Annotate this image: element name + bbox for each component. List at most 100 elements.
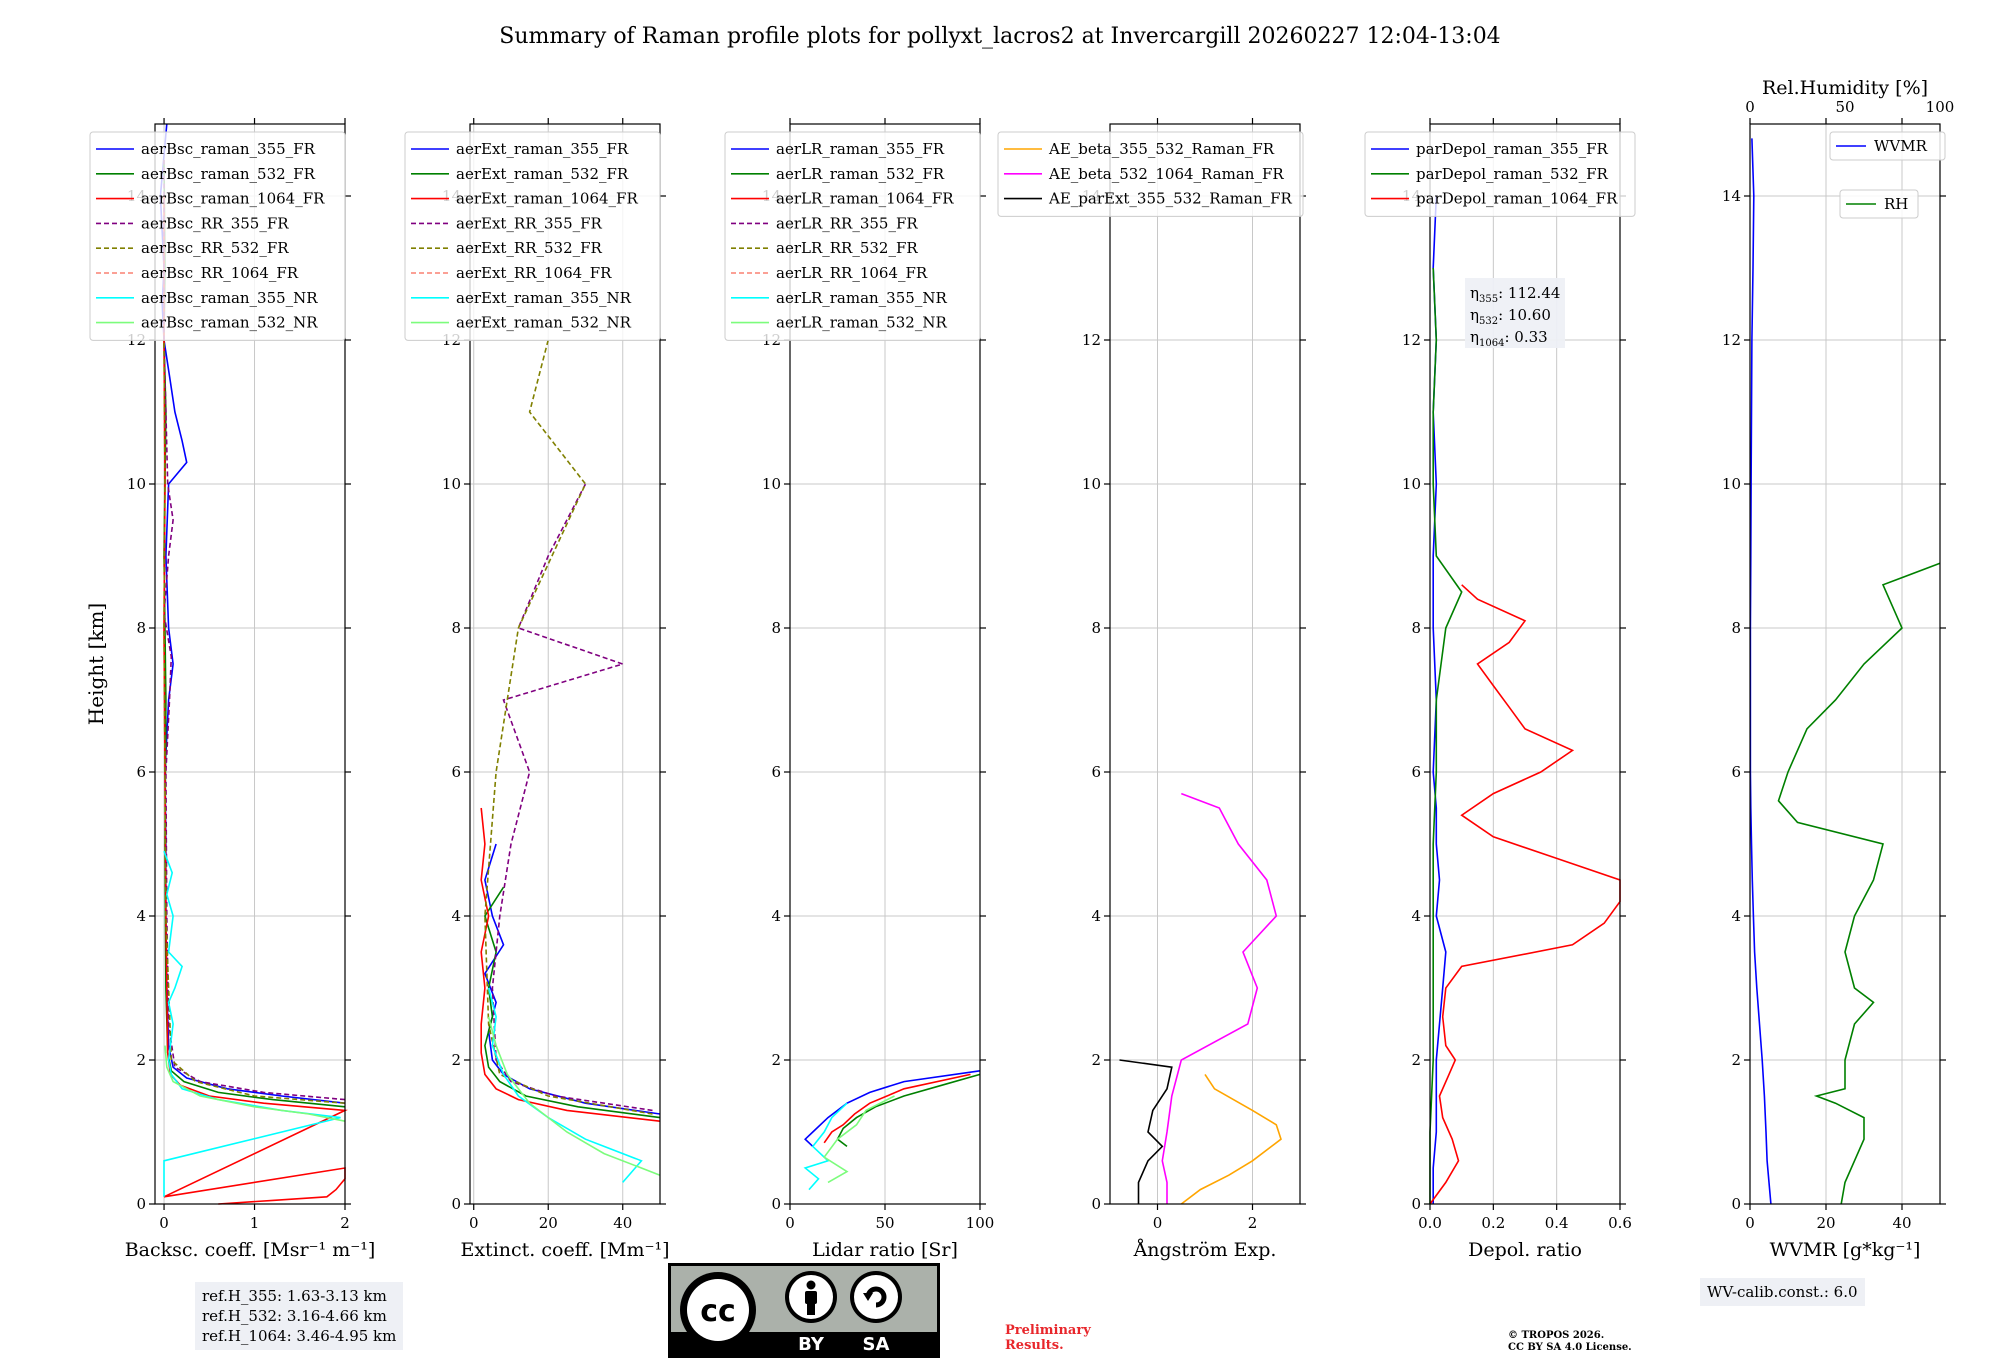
- y-tick-label: 6: [136, 763, 146, 781]
- eta-symbol: η: [1470, 306, 1479, 324]
- x-tick-label: 0.2: [1481, 1214, 1505, 1232]
- y-tick-label: 0: [451, 1195, 461, 1213]
- y-tick-label: 2: [1091, 1051, 1101, 1069]
- legend-label: aerExt_RR_532_FR: [456, 239, 603, 257]
- legend-label: AE_parExt_355_532_Raman_FR: [1048, 190, 1293, 208]
- series-line-aerBsc_RR_532_FR: [163, 339, 346, 1104]
- y-tick-label: 4: [451, 907, 461, 925]
- wv-calib-const: WV-calib.const.: 6.0: [1707, 1283, 1858, 1301]
- y-tick-label: 10: [1402, 475, 1421, 493]
- legend-label: aerExt_raman_532_FR: [456, 165, 629, 183]
- y-axis-label: Height [km]: [84, 603, 108, 725]
- legend-box: [1839, 189, 1919, 219]
- y-tick-label: 0: [771, 1195, 781, 1213]
- legend-label: aerBsc_raman_355_NR: [141, 289, 318, 307]
- y-tick-label: 8: [136, 619, 146, 637]
- panels: 02468101214012Backsc. coeff. [Msr⁻¹ m⁻¹]…: [89, 77, 1954, 1261]
- y-tick-label: 10: [1722, 475, 1741, 493]
- series-line-aerExt_raman_1064_FR: [480, 807, 661, 1122]
- x-tick-label: 0.4: [1545, 1214, 1569, 1232]
- plot-frame: [1749, 123, 1941, 1205]
- legend-label: aerBsc_raman_355_FR: [141, 140, 316, 158]
- x-axis-label: Lidar ratio [Sr]: [812, 1239, 958, 1261]
- legend: aerLR_raman_355_FR aerLR_raman_532_FR aerL…: [724, 131, 981, 341]
- y-tick-label: 4: [1731, 907, 1741, 925]
- series-line-aerExt_RR_355_FR: [491, 483, 653, 1112]
- series-line-aerLR_raman_532_NR: [823, 1095, 895, 1184]
- y-tick-label: 4: [1091, 907, 1101, 925]
- series-line-AE_beta_532_1064_Raman_FR: [1161, 792, 1278, 1204]
- legend-box: [89, 131, 346, 341]
- legend: parDepol_raman_355_FR parDepol_raman_532_…: [1364, 131, 1636, 217]
- y-tick-label: 2: [771, 1051, 781, 1069]
- series-group: [1749, 138, 1941, 1205]
- eta-subscript: 532: [1479, 316, 1498, 327]
- y-tick-label: 4: [136, 907, 146, 925]
- legend-label: aerBsc_raman_532_FR: [141, 165, 316, 183]
- legend-label: parDepol_raman_355_FR: [1416, 140, 1609, 158]
- legend-label: parDepol_raman_532_FR: [1416, 165, 1609, 183]
- legend-box: [724, 131, 981, 341]
- y-tick-label: 0: [1731, 1195, 1741, 1213]
- legend-box: [1829, 131, 1946, 161]
- x-tick-label: 0: [785, 1214, 795, 1232]
- eta-value: : 10.60: [1498, 306, 1551, 324]
- legend-label: RH: [1884, 195, 1908, 213]
- copyright-line1: © TROPOS 2026.: [1508, 1330, 1605, 1341]
- legend-label: parDepol_raman_1064_FR: [1416, 190, 1618, 208]
- series-group: [480, 339, 661, 1183]
- legend-label: aerLR_raman_355_NR: [776, 289, 947, 307]
- legend-label: aerExt_raman_355_NR: [456, 289, 632, 307]
- y-tick-label: 6: [771, 763, 781, 781]
- x-tick-label: 0: [1153, 1214, 1163, 1232]
- y-tick-label: 10: [1082, 475, 1101, 493]
- series-line-AE_parExt_355_532_Raman_FR: [1119, 1059, 1173, 1204]
- series-line-aerLR_raman_532_FR: [836, 1073, 981, 1148]
- y-tick-label: 12: [1402, 331, 1421, 349]
- top-tick-label: 100: [1926, 98, 1955, 116]
- y-tick-label: 14: [1722, 187, 1741, 205]
- plot-frame: [1109, 123, 1301, 1205]
- x-tick-label: 0: [469, 1214, 479, 1232]
- eta-value: : 0.33: [1504, 328, 1547, 346]
- panel-ext: 0246810121402040Extinct. coeff. [Mm⁻¹]ae…: [404, 118, 670, 1261]
- legend-label: aerBsc_RR_532_FR: [141, 239, 289, 257]
- y-tick-label: 10: [442, 475, 461, 493]
- x-tick-label: 50: [875, 1214, 894, 1232]
- series-group: [159, 123, 348, 1205]
- legend-box: [1364, 131, 1636, 217]
- legend-label: aerBsc_RR_355_FR: [141, 214, 289, 232]
- cc-license-badge: cc BY SA: [668, 1263, 940, 1358]
- preliminary-line1: Preliminary: [1005, 1323, 1091, 1338]
- legend-label: aerLR_RR_532_FR: [776, 239, 918, 257]
- reference-heights-box: ref.H_355: 1.63-3.13 km ref.H_532: 3.16-…: [195, 1282, 404, 1350]
- series-line-aerExt_raman_532_FR: [484, 886, 661, 1119]
- series-line-aerExt_raman_355_NR: [487, 987, 643, 1183]
- x-tick-label: 1: [250, 1214, 260, 1232]
- y-tick-label: 8: [1091, 619, 1101, 637]
- eta-symbol: η: [1470, 284, 1479, 302]
- y-tick-label: 4: [771, 907, 781, 925]
- series-group: [803, 1070, 981, 1191]
- legend-label: aerExt_raman_1064_FR: [456, 190, 638, 208]
- copyright-line2: CC BY SA 4.0 License.: [1508, 1342, 1632, 1353]
- y-tick-label: 4: [1411, 907, 1421, 925]
- series-line-AE_beta_355_532_Raman_FR: [1180, 1073, 1282, 1205]
- x-tick-label: 2: [340, 1214, 350, 1232]
- series-line-aerExt_raman_532_NR: [487, 1016, 661, 1176]
- panel-wv: 0 2 4 6 8 10 12 14 0 20 40 WVMR [g*kg⁻¹] 0 50 100Rel.H…: [1722, 77, 1954, 1261]
- x-tick-label: 100: [966, 1214, 995, 1232]
- x-tick-label: 40: [613, 1214, 632, 1232]
- legend-label: aerLR_raman_532_NR: [776, 314, 947, 332]
- y-tick-label: 0: [1091, 1195, 1101, 1213]
- sa-label: SA: [863, 1334, 890, 1355]
- wv-calib-box: WV-calib.const.: 6.0: [1700, 1278, 1865, 1306]
- x-tick-label: 0: [1745, 1214, 1755, 1232]
- ref-height-1064: ref.H_1064: 3.46-4.95 km: [202, 1327, 397, 1345]
- ref-height-355: ref.H_355: 1.63-3.13 km: [202, 1287, 387, 1305]
- series-line-parDepol_raman_532_FR: [1429, 267, 1463, 1204]
- y-tick-label: 12: [1722, 331, 1741, 349]
